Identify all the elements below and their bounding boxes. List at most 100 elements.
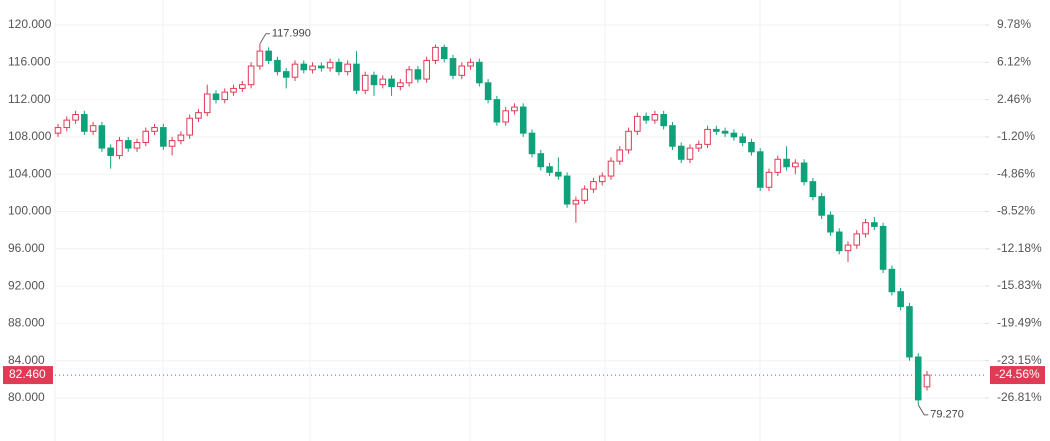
y2-tick-label: -19.49% xyxy=(997,316,1042,330)
candle-body xyxy=(142,130,150,143)
candle-body xyxy=(353,63,360,91)
candle-body xyxy=(440,46,448,60)
candle-body xyxy=(519,106,527,134)
candle-body xyxy=(537,153,545,168)
candle-body xyxy=(116,140,123,157)
candle-body xyxy=(81,114,88,132)
candle-body xyxy=(247,65,255,86)
y-tick-label: 120.000 xyxy=(8,17,52,31)
y-tick-label: 88.000 xyxy=(8,316,45,330)
candle-body xyxy=(906,306,913,358)
candle-body xyxy=(151,127,158,132)
candle-body xyxy=(458,65,466,76)
candle-body xyxy=(871,222,878,227)
last-change-tag xyxy=(990,366,1045,385)
last-price-tag xyxy=(3,366,53,385)
candle-body xyxy=(344,63,351,73)
y2-tick-label: -26.81% xyxy=(997,390,1042,404)
candle-body xyxy=(326,61,334,69)
candle-body xyxy=(528,132,536,155)
candle-body xyxy=(800,162,808,183)
candle-body xyxy=(256,50,264,67)
candle-body xyxy=(844,244,852,252)
candle-body xyxy=(467,61,474,67)
candle-body xyxy=(239,84,246,89)
y-tick-label: 100.000 xyxy=(8,204,52,218)
candle-body xyxy=(853,233,861,246)
y2-tick-label: -8.52% xyxy=(997,204,1035,218)
candle-body xyxy=(282,71,290,78)
candle-body xyxy=(89,125,97,132)
candle-body xyxy=(563,175,571,205)
candle-body xyxy=(572,199,580,205)
candle-body xyxy=(221,91,229,101)
candle-body xyxy=(713,128,720,132)
candle-body xyxy=(397,82,404,88)
candle-body xyxy=(783,158,790,168)
candle-body xyxy=(318,65,325,69)
candle-body xyxy=(555,171,562,177)
candle-body xyxy=(168,140,176,147)
candle-body xyxy=(862,222,869,235)
candle-body xyxy=(300,63,308,71)
y-tick-label: 96.000 xyxy=(8,241,45,255)
y2-tick-label: -1.20% xyxy=(997,129,1035,143)
candle-body xyxy=(511,106,518,112)
candle-body xyxy=(809,181,817,198)
candle-body xyxy=(923,374,931,388)
candle-body xyxy=(476,61,483,84)
y2-tick-label: -15.83% xyxy=(997,278,1042,292)
y2-tick-label: -23.15% xyxy=(997,353,1042,367)
candle-body xyxy=(756,151,764,188)
candle-body xyxy=(414,69,422,80)
candle-body xyxy=(818,196,825,216)
candle-body xyxy=(792,162,799,168)
candle-body xyxy=(63,119,71,129)
candle-body xyxy=(133,141,141,149)
candle-body xyxy=(897,291,904,308)
candle-body xyxy=(607,160,615,177)
candle-body xyxy=(651,114,659,121)
annotation-label: 79.270 xyxy=(930,409,964,421)
y-tick-label: 92.000 xyxy=(8,278,45,292)
candle-body xyxy=(502,110,509,123)
candle-body xyxy=(625,130,632,151)
y2-tick-label: 9.78% xyxy=(997,17,1031,31)
candle-body xyxy=(660,114,667,127)
candle-body xyxy=(203,93,211,114)
candle-body xyxy=(265,50,272,61)
candle-body xyxy=(730,132,738,138)
annotation-label: 117.990 xyxy=(272,28,311,40)
candle-body xyxy=(669,125,676,147)
candle-body xyxy=(274,59,281,73)
candle-body xyxy=(827,214,834,233)
annotation-leader xyxy=(259,33,270,44)
candle-body xyxy=(590,181,597,190)
candle-body xyxy=(379,78,387,86)
candle-body xyxy=(914,356,922,401)
candle-body xyxy=(695,143,703,149)
y-tick-label: 80.000 xyxy=(8,390,45,404)
candle-body xyxy=(177,134,185,142)
candle-body xyxy=(765,171,773,188)
candle-body xyxy=(335,61,343,73)
y-tick-label: 108.000 xyxy=(8,129,52,143)
candle-body xyxy=(634,115,641,132)
candle-body xyxy=(704,128,711,145)
candle-body xyxy=(686,147,694,160)
candle-body xyxy=(160,127,167,147)
candle-body xyxy=(195,112,202,119)
candle-body xyxy=(107,147,114,157)
candle-body xyxy=(598,175,606,183)
candle-body xyxy=(721,130,729,134)
candle-body xyxy=(888,268,896,293)
candle-body xyxy=(212,93,220,101)
candle-body xyxy=(291,63,299,78)
candle-body xyxy=(388,78,395,88)
candle-body xyxy=(739,136,746,143)
candle-body xyxy=(449,58,457,76)
candle-body xyxy=(484,82,492,101)
candle-body xyxy=(546,166,553,173)
y-tick-label: 84.000 xyxy=(8,353,45,367)
